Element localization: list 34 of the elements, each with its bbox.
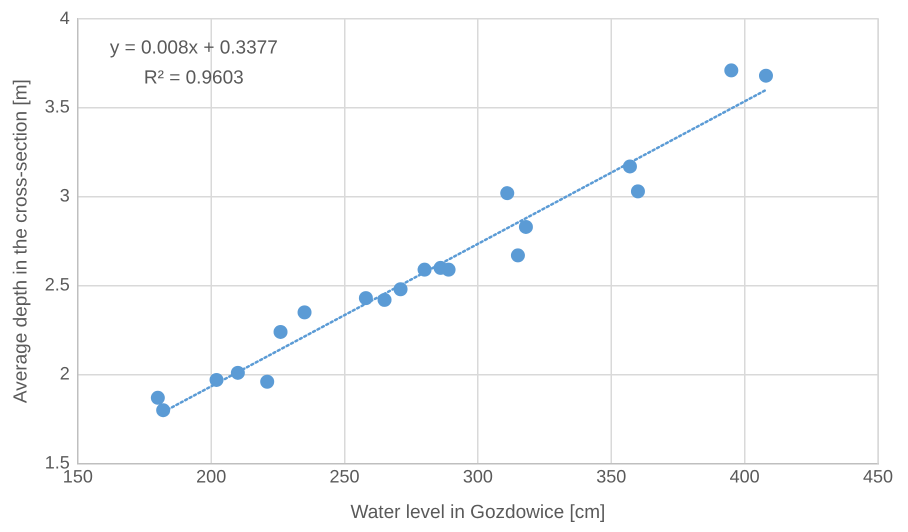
point bbox=[210, 372, 224, 387]
x-tick-label: 300 bbox=[462, 466, 493, 486]
x-tick-label: 200 bbox=[196, 466, 226, 486]
point bbox=[500, 186, 514, 200]
y-axis-title: Average depth in the cross-section [m] bbox=[10, 79, 32, 404]
point bbox=[260, 374, 274, 389]
y-tick-label: 2 bbox=[60, 364, 70, 384]
point bbox=[510, 248, 525, 262]
point bbox=[298, 305, 312, 320]
point bbox=[150, 390, 165, 405]
annotation: R² = 0.9603 bbox=[144, 68, 244, 89]
y-tick-label: 3.5 bbox=[44, 96, 70, 117]
x-tick-label: 250 bbox=[330, 466, 360, 486]
x-tick-label: 450 bbox=[862, 466, 894, 486]
y-tick-label: 3 bbox=[60, 186, 70, 206]
x-tick-label: 350 bbox=[596, 466, 626, 486]
point bbox=[378, 292, 392, 307]
point bbox=[274, 324, 288, 339]
annotation: y = 0.008x + 0.3377 bbox=[110, 38, 278, 59]
point bbox=[442, 262, 456, 277]
point bbox=[518, 220, 533, 234]
point bbox=[394, 282, 408, 296]
x-axis-title: Water level in Gozdowice [cm] bbox=[350, 502, 606, 523]
y-tick-label: 4 bbox=[60, 8, 70, 28]
point bbox=[622, 159, 637, 174]
point bbox=[418, 262, 432, 277]
point bbox=[156, 403, 170, 418]
point bbox=[358, 291, 373, 306]
x-tick-label: 400 bbox=[730, 466, 760, 486]
y-tick-label: 2.5 bbox=[44, 274, 70, 295]
point bbox=[724, 63, 738, 78]
point bbox=[230, 366, 245, 380]
point bbox=[758, 68, 773, 83]
point bbox=[630, 184, 645, 198]
